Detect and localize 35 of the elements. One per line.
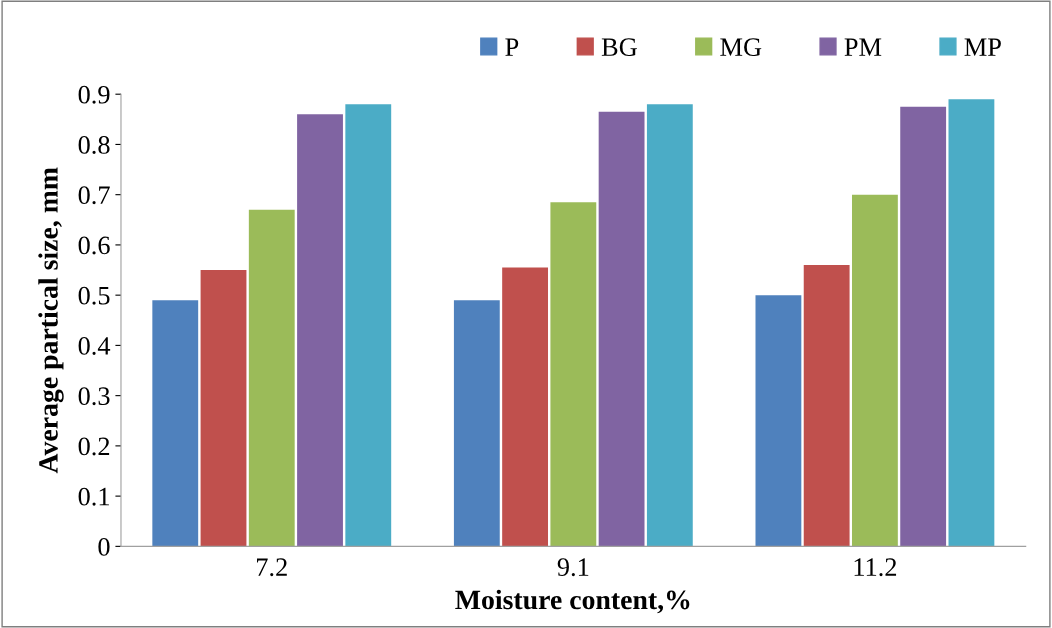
y-tick-label: 0.1 [78,487,109,506]
legend-label: BG [601,38,637,57]
y-tick-label: 0.7 [78,186,110,205]
bar [948,99,995,547]
y-tick-label: 0.5 [78,286,110,305]
bar [152,300,199,547]
legend-label: PM [844,38,882,56]
y-tick-label: 0.4 [78,337,111,355]
y-tick-label: 0.3 [78,387,110,406]
bar [502,267,549,547]
bar [646,104,693,547]
bar [755,295,802,547]
bar [200,270,247,547]
bar [345,104,392,547]
bar [900,106,947,547]
x-tick-label: 9.1 [557,558,589,577]
bar [248,209,295,547]
y-tick-label: 0.8 [78,136,110,154]
bar [550,202,597,547]
legend-label: P [505,38,519,56]
y-axis-title: Average partical size, mm [38,167,64,474]
y-tick-label: 0.6 [78,236,110,255]
x-tick-label: 7.2 [257,558,287,577]
bar [297,114,343,547]
y-tick-label: 0 [98,537,110,556]
bar [598,111,645,547]
x-tick-label: 11.2 [854,558,897,577]
bar [453,300,500,547]
legend-label: MP [964,38,1001,56]
y-tick-label: 0.9 [78,85,110,104]
y-tick-label: 0.2 [78,437,110,456]
legend-label: MG [720,38,762,57]
bar [803,265,850,547]
bar [851,194,898,547]
x-axis-title: Moisture content,% [455,589,690,614]
